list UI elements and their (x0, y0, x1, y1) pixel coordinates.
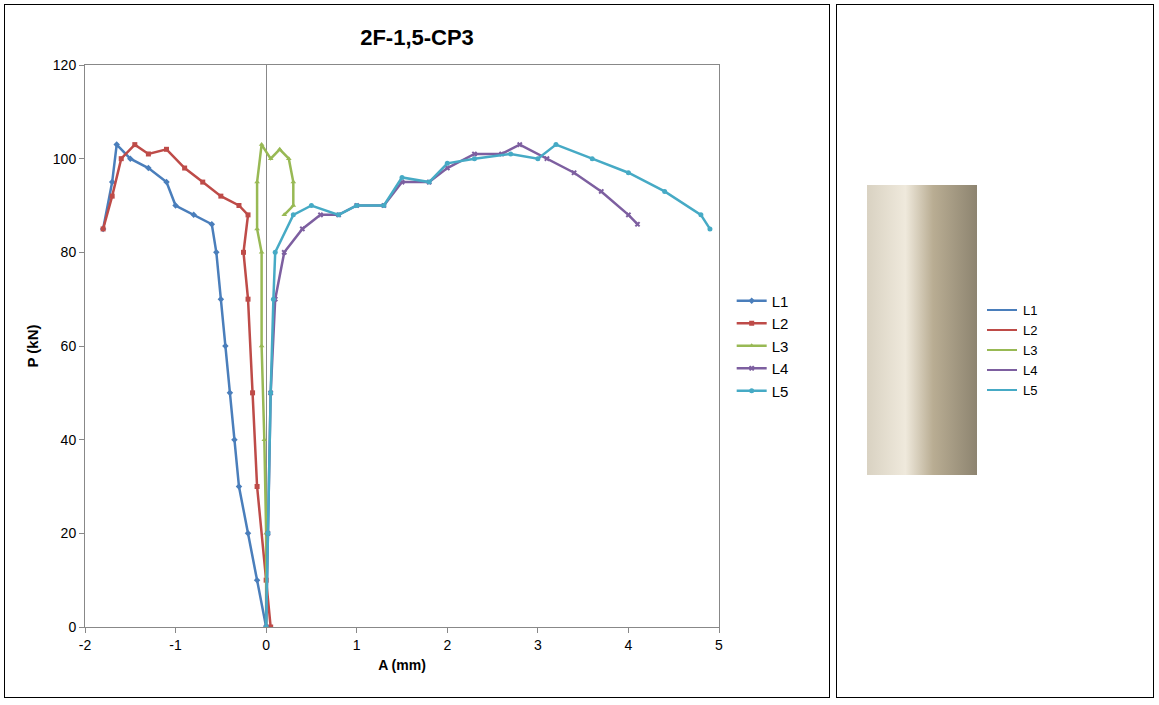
svg-text:20: 20 (61, 525, 77, 541)
svg-text:120: 120 (53, 57, 77, 73)
svg-text:-1: -1 (169, 637, 182, 653)
svg-text:L1: L1 (772, 293, 789, 310)
svg-text:A (mm): A (mm) (378, 657, 426, 673)
svg-text:0: 0 (262, 637, 270, 653)
svg-text:L2: L2 (772, 315, 789, 332)
svg-text:L5: L5 (772, 383, 789, 400)
html-text:L4: L4 (1023, 362, 1038, 378)
svg-text:1: 1 (353, 637, 361, 653)
html-text:L5: L5 (1023, 382, 1038, 398)
svg-text:2: 2 (443, 637, 451, 653)
svg-text:P (kN): P (kN) (24, 324, 41, 367)
svg-text:4: 4 (625, 637, 633, 653)
svg-text:60: 60 (61, 338, 77, 354)
svg-text:40: 40 (61, 432, 77, 448)
svg-text:5: 5 (715, 637, 723, 653)
svg-text:0: 0 (68, 619, 76, 635)
svg-text:2F-1,5-CP3: 2F-1,5-CP3 (360, 25, 474, 50)
html-text:L1: L1 (1023, 302, 1038, 318)
svg-text:100: 100 (53, 151, 77, 167)
svg-text:L4: L4 (772, 360, 789, 377)
svg-text:L3: L3 (772, 338, 789, 355)
svg-text:3: 3 (534, 637, 542, 653)
html-text:L3: L3 (1023, 342, 1038, 358)
svg-text:-2: -2 (79, 637, 92, 653)
html-text:L2: L2 (1023, 322, 1038, 338)
svg-text:80: 80 (61, 244, 77, 260)
